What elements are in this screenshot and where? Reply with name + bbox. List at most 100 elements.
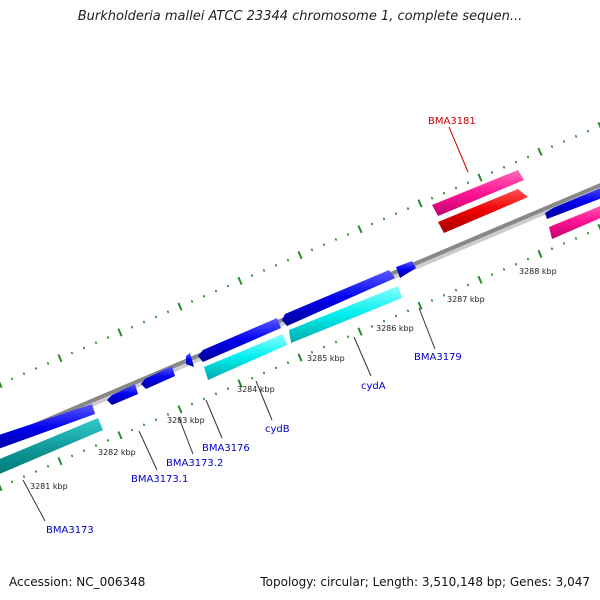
tick-minor — [190, 299, 194, 303]
tick-minor — [274, 366, 278, 370]
tick-minor — [94, 341, 98, 345]
gene-arrow-bma3176[interactable] — [186, 353, 194, 367]
scale-label: 3283 kbp — [167, 416, 205, 425]
tick-minor — [202, 397, 206, 401]
tick-minor — [334, 238, 338, 241]
leader-bma3176 — [205, 399, 223, 439]
tick-minor — [130, 428, 134, 432]
gene-arrow-bma3173-1[interactable] — [107, 384, 138, 405]
tick-minor — [310, 248, 314, 252]
tick-minor — [406, 309, 410, 313]
tick-minor — [142, 320, 146, 324]
scale-label: 3282 kbp — [98, 448, 136, 457]
tick-minor — [262, 269, 266, 272]
tick-minor — [322, 345, 326, 349]
tick-major — [417, 301, 423, 310]
tick-minor — [382, 217, 386, 221]
gene-arrow-right-upper[interactable] — [545, 184, 600, 219]
tick-minor — [106, 336, 110, 340]
tick-minor — [70, 454, 74, 458]
tick-minor — [34, 470, 38, 473]
tick-minor — [322, 243, 326, 247]
tick-minor — [250, 274, 254, 278]
tick-minor — [550, 247, 554, 251]
tick-minor — [34, 367, 38, 370]
tick-minor — [310, 350, 314, 354]
gene-features — [0, 170, 600, 478]
tick-minor — [70, 351, 74, 355]
leader-bma3173-1 — [138, 430, 158, 471]
tick-minor — [394, 314, 398, 318]
tick-minor — [514, 160, 518, 164]
tick-minor — [22, 372, 26, 376]
tick-major — [237, 379, 243, 388]
leader-bma3181 — [448, 126, 469, 173]
cds-arrow-cyda[interactable] — [289, 286, 402, 343]
tick-major — [177, 405, 183, 414]
tick-minor — [454, 288, 458, 292]
tick-minor — [454, 186, 458, 190]
tick-major — [477, 275, 483, 284]
gene-arrow-bma3181[interactable] — [432, 170, 524, 216]
gene-label-cyda[interactable]: cydA — [361, 381, 386, 392]
scale-labels: 3281 kbp 3282 kbp 3283 kbp 3284 kbp 3285… — [30, 267, 557, 491]
scale-label: 3281 kbp — [30, 482, 68, 491]
gene-label-bma3173-2[interactable]: BMA3173.2 — [166, 458, 223, 469]
tick-major — [537, 249, 543, 258]
gene-arrow-bma3173[interactable] — [0, 404, 95, 452]
tick-minor — [214, 392, 218, 396]
tick-minor — [154, 315, 158, 319]
tick-minor — [502, 267, 506, 271]
tick-minor — [10, 480, 14, 484]
gene-label-bma3173-1[interactable]: BMA3173.1 — [131, 474, 188, 485]
tick-minor — [346, 335, 350, 339]
leader-cyda — [353, 336, 372, 377]
tick-minor — [502, 165, 506, 169]
cds-arrow-cydb[interactable] — [204, 334, 287, 380]
cds-arrow-bma3181[interactable] — [438, 189, 528, 233]
tick-major — [57, 354, 63, 363]
tick-major — [297, 250, 303, 260]
gene-labels: BMA3181 BMA3179 cydA cydB BMA3176 BMA317… — [46, 116, 476, 536]
tick-minor — [10, 377, 14, 381]
gene-arrow-cyda[interactable] — [282, 270, 395, 326]
tick-minor — [46, 464, 50, 468]
tick-minor — [586, 231, 590, 235]
gene-label-bma3176[interactable]: BMA3176 — [202, 443, 250, 454]
scale-label: 3285 kbp — [307, 354, 345, 363]
tick-minor — [46, 361, 50, 365]
tick-major — [297, 353, 303, 362]
tick-minor — [154, 418, 158, 422]
tick-minor — [574, 134, 578, 138]
tick-minor — [94, 444, 98, 448]
tick-minor — [346, 232, 350, 236]
tick-minor — [106, 438, 110, 442]
tick-minor — [466, 181, 470, 185]
scale-label: 3288 kbp — [519, 267, 557, 276]
tick-minor — [562, 140, 566, 143]
leader-cydb — [255, 380, 273, 421]
cds-arrow-bma3173[interactable] — [0, 418, 103, 478]
gene-arrow-bma3173-2[interactable] — [141, 366, 175, 389]
cds-arrow-right-lower[interactable] — [549, 202, 600, 239]
gene-label-bma3181[interactable]: BMA3181 — [428, 116, 476, 127]
tick-minor — [526, 257, 530, 261]
tick-minor — [334, 340, 338, 344]
tick-minor — [466, 283, 470, 287]
tick-minor — [370, 324, 374, 328]
tick-minor — [82, 449, 86, 453]
gene-arrow-cydb[interactable] — [198, 318, 281, 362]
gene-arrow-bma3179[interactable] — [396, 261, 416, 278]
tick-minor — [442, 191, 446, 195]
gene-label-bma3173[interactable]: BMA3173 — [46, 525, 94, 536]
scale-label: 3286 kbp — [376, 324, 414, 333]
tick-major — [0, 484, 3, 492]
tick-minor — [142, 423, 146, 427]
tick-minor — [250, 376, 254, 380]
scale-label: 3284 kbp — [237, 385, 275, 394]
gene-label-cydb[interactable]: cydB — [265, 424, 290, 435]
tick-major — [477, 173, 483, 182]
outer-tick-ring — [0, 121, 600, 389]
gene-label-bma3179[interactable]: BMA3179 — [414, 352, 462, 363]
